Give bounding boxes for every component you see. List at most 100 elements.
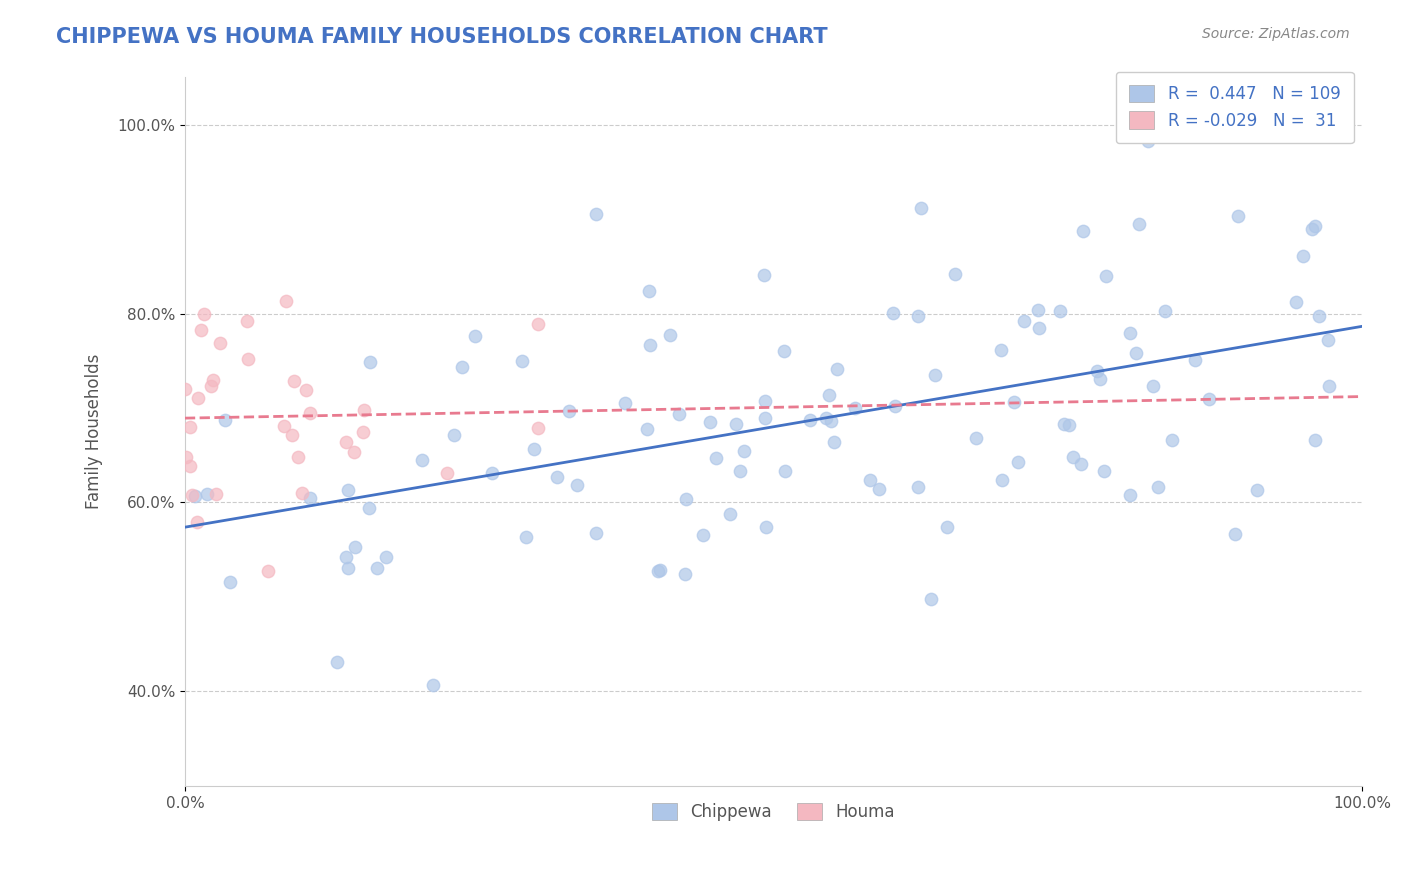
Point bbox=[481, 466, 503, 480]
Point bbox=[1147, 480, 1170, 494]
Point bbox=[924, 368, 946, 383]
Point bbox=[335, 434, 357, 449]
Point bbox=[1142, 379, 1164, 393]
Point bbox=[1119, 326, 1142, 340]
Point bbox=[1014, 314, 1036, 328]
Point bbox=[728, 464, 751, 478]
Point bbox=[1285, 295, 1308, 310]
Point bbox=[174, 450, 197, 464]
Point bbox=[236, 314, 259, 328]
Point bbox=[565, 478, 588, 492]
Point bbox=[1062, 450, 1084, 464]
Point bbox=[1184, 352, 1206, 367]
Point bbox=[204, 487, 226, 501]
Point bbox=[773, 343, 796, 358]
Point bbox=[174, 382, 197, 396]
Point bbox=[673, 567, 696, 582]
Point bbox=[343, 540, 366, 554]
Point bbox=[965, 431, 987, 445]
Point bbox=[755, 519, 778, 533]
Point bbox=[585, 525, 607, 540]
Point bbox=[557, 404, 579, 418]
Point bbox=[820, 414, 842, 428]
Legend: Chippewa, Houma: Chippewa, Houma bbox=[638, 789, 908, 834]
Point bbox=[1161, 434, 1184, 448]
Point bbox=[920, 591, 942, 606]
Point bbox=[335, 550, 357, 565]
Point bbox=[193, 307, 215, 321]
Point bbox=[353, 403, 375, 417]
Point bbox=[799, 413, 821, 427]
Point bbox=[280, 427, 302, 442]
Point bbox=[190, 322, 212, 336]
Point bbox=[352, 425, 374, 439]
Point bbox=[256, 564, 278, 578]
Point bbox=[283, 374, 305, 388]
Point bbox=[1049, 303, 1071, 318]
Point bbox=[359, 355, 381, 369]
Point bbox=[1088, 372, 1111, 386]
Point bbox=[183, 489, 205, 503]
Point bbox=[527, 317, 550, 331]
Point bbox=[699, 415, 721, 429]
Point bbox=[343, 445, 366, 459]
Point bbox=[936, 519, 959, 533]
Point bbox=[943, 267, 966, 281]
Point bbox=[1128, 217, 1150, 231]
Point bbox=[336, 561, 359, 575]
Point bbox=[1094, 269, 1116, 284]
Point bbox=[451, 359, 474, 374]
Point bbox=[523, 442, 546, 456]
Point bbox=[638, 338, 661, 352]
Point bbox=[991, 474, 1014, 488]
Point bbox=[1317, 379, 1340, 393]
Point bbox=[1227, 209, 1250, 223]
Point bbox=[179, 458, 201, 473]
Point bbox=[585, 207, 607, 221]
Point bbox=[815, 411, 838, 425]
Point bbox=[187, 391, 209, 405]
Point bbox=[752, 268, 775, 283]
Point bbox=[336, 483, 359, 497]
Point bbox=[907, 480, 929, 494]
Point bbox=[287, 450, 309, 465]
Point bbox=[181, 488, 204, 502]
Point bbox=[882, 306, 904, 320]
Point bbox=[614, 396, 637, 410]
Point bbox=[1125, 346, 1147, 360]
Point bbox=[648, 563, 671, 577]
Point bbox=[990, 343, 1012, 357]
Y-axis label: Family Households: Family Households bbox=[86, 354, 103, 509]
Point bbox=[1316, 333, 1339, 347]
Point bbox=[818, 387, 841, 401]
Point bbox=[859, 473, 882, 487]
Point bbox=[868, 483, 890, 497]
Point bbox=[1070, 457, 1092, 471]
Point bbox=[201, 373, 224, 387]
Point bbox=[299, 406, 322, 420]
Point bbox=[844, 401, 866, 415]
Point bbox=[326, 655, 349, 669]
Point bbox=[1002, 395, 1025, 409]
Point bbox=[1198, 392, 1220, 406]
Text: Source: ZipAtlas.com: Source: ZipAtlas.com bbox=[1202, 27, 1350, 41]
Point bbox=[1118, 488, 1140, 502]
Point bbox=[910, 201, 932, 215]
Point bbox=[464, 329, 486, 343]
Point bbox=[718, 507, 741, 521]
Point bbox=[273, 419, 295, 434]
Point bbox=[1057, 417, 1080, 432]
Point bbox=[754, 410, 776, 425]
Point bbox=[1007, 455, 1029, 469]
Point bbox=[218, 574, 240, 589]
Point bbox=[527, 421, 550, 435]
Point bbox=[1053, 417, 1076, 431]
Point bbox=[436, 466, 458, 480]
Point bbox=[907, 310, 929, 324]
Point bbox=[823, 435, 845, 450]
Point bbox=[1301, 222, 1323, 236]
Point bbox=[515, 530, 537, 544]
Point bbox=[725, 417, 748, 431]
Point bbox=[195, 487, 218, 501]
Point bbox=[209, 335, 232, 350]
